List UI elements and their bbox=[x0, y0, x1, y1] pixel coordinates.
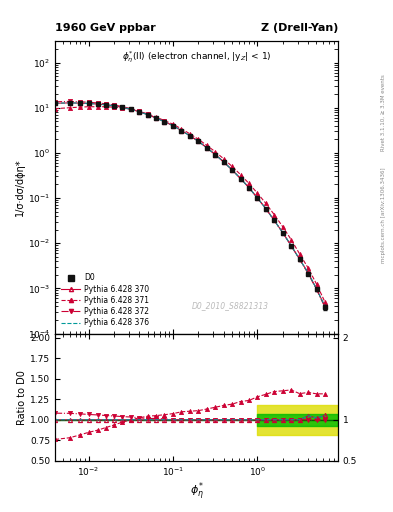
Text: mcplots.cern.ch [arXiv:1306.3436]: mcplots.cern.ch [arXiv:1306.3436] bbox=[381, 167, 386, 263]
Text: Rivet 3.1.10, ≥ 3.3M events: Rivet 3.1.10, ≥ 3.3M events bbox=[381, 74, 386, 151]
Legend: D0, Pythia 6.428 370, Pythia 6.428 371, Pythia 6.428 372, Pythia 6.428 376: D0, Pythia 6.428 370, Pythia 6.428 371, … bbox=[59, 271, 151, 330]
Y-axis label: Ratio to D0: Ratio to D0 bbox=[17, 370, 27, 424]
Text: D0_2010_S8821313: D0_2010_S8821313 bbox=[192, 301, 269, 310]
Y-axis label: 1/σ·dσ/dϕη*: 1/σ·dσ/dϕη* bbox=[15, 158, 25, 216]
Text: $\phi_{\eta}^{*}$(ll) (electron channel, |y$_Z$| < 1): $\phi_{\eta}^{*}$(ll) (electron channel,… bbox=[122, 50, 271, 65]
Text: 1960 GeV ppbar: 1960 GeV ppbar bbox=[55, 23, 156, 33]
X-axis label: $\phi_{\eta}^{*}$: $\phi_{\eta}^{*}$ bbox=[189, 481, 204, 503]
Text: Z (Drell-Yan): Z (Drell-Yan) bbox=[261, 23, 338, 33]
